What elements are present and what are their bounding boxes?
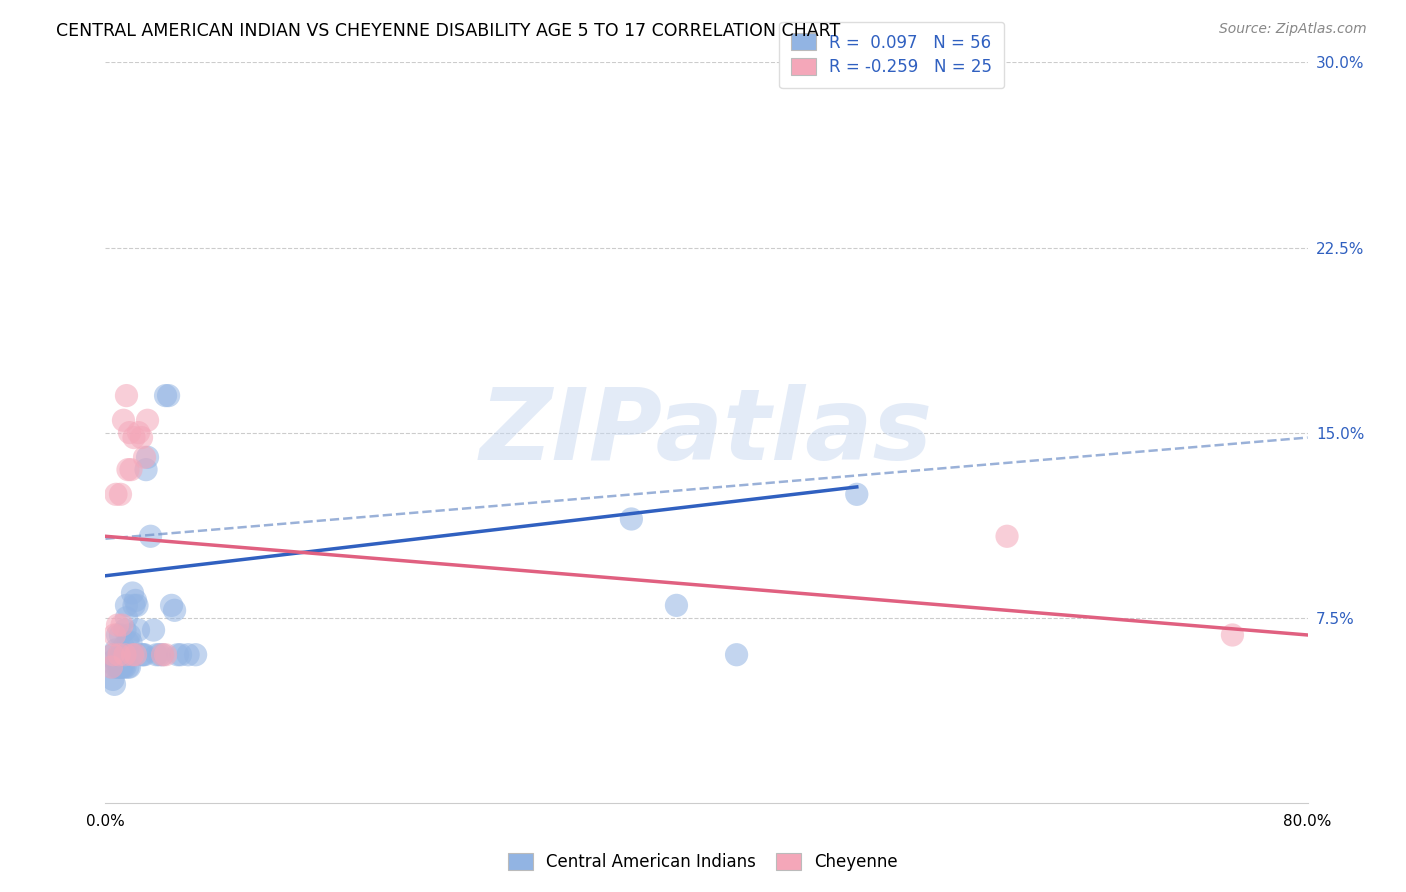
Point [115, 389, 138, 403]
Point [104, 487, 127, 501]
Point [115, 611, 138, 625]
Point [125, 599, 148, 613]
Point [166, 648, 188, 662]
Point [112, 413, 135, 427]
Point [104, 642, 127, 657]
Point [114, 660, 136, 674]
Point [103, 628, 125, 642]
Point [108, 648, 131, 662]
Point [131, 431, 153, 445]
Point [118, 425, 141, 440]
Point [117, 463, 139, 477]
Point [118, 660, 141, 674]
Point [995, 529, 1018, 543]
Point [157, 389, 180, 403]
Legend: Central American Indians, Cheyenne: Central American Indians, Cheyenne [499, 845, 907, 880]
Point [120, 635, 142, 649]
Point [108, 660, 131, 674]
Point [136, 450, 159, 465]
Point [725, 648, 748, 662]
Point [128, 425, 150, 440]
Point [620, 512, 643, 526]
Point [177, 648, 200, 662]
Point [114, 648, 136, 662]
Point [121, 586, 143, 600]
Point [110, 628, 132, 642]
Point [128, 623, 150, 637]
Point [104, 660, 127, 674]
Point [101, 648, 124, 662]
Point [184, 648, 207, 662]
Point [163, 603, 186, 617]
Point [132, 648, 155, 662]
Point [110, 660, 132, 674]
Point [117, 635, 139, 649]
Point [110, 487, 132, 501]
Point [169, 648, 191, 662]
Point [117, 660, 139, 674]
Point [107, 628, 129, 642]
Point [112, 660, 135, 674]
Point [118, 628, 141, 642]
Point [142, 623, 165, 637]
Point [121, 648, 143, 662]
Point [121, 648, 143, 662]
Point [114, 623, 136, 637]
Point [136, 413, 159, 427]
Point [135, 463, 157, 477]
Point [155, 648, 177, 662]
Point [101, 648, 124, 662]
Point [111, 648, 134, 662]
Point [108, 648, 131, 662]
Point [101, 673, 124, 687]
Point [148, 648, 170, 662]
Point [103, 653, 125, 667]
Point [134, 450, 156, 465]
Point [112, 640, 135, 655]
Point [155, 389, 177, 403]
Point [665, 599, 688, 613]
Point [845, 487, 868, 501]
Point [111, 660, 134, 674]
Point [114, 648, 136, 662]
Point [124, 593, 146, 607]
Point [115, 599, 138, 613]
Text: CENTRAL AMERICAN INDIAN VS CHEYENNE DISABILITY AGE 5 TO 17 CORRELATION CHART: CENTRAL AMERICAN INDIAN VS CHEYENNE DISA… [56, 22, 841, 40]
Point [122, 431, 145, 445]
Point [107, 618, 129, 632]
Point [131, 648, 153, 662]
Point [120, 463, 142, 477]
Point [152, 648, 174, 662]
Point [145, 648, 167, 662]
Point [100, 660, 122, 674]
Legend: R =  0.097   N = 56, R = -0.259   N = 25: R = 0.097 N = 56, R = -0.259 N = 25 [779, 21, 1004, 88]
Text: ZIPatlas: ZIPatlas [479, 384, 934, 481]
Text: Source: ZipAtlas.com: Source: ZipAtlas.com [1219, 22, 1367, 37]
Point [100, 660, 122, 674]
Point [103, 677, 125, 691]
Point [122, 599, 145, 613]
Point [124, 648, 146, 662]
Point [111, 618, 134, 632]
Point [1222, 628, 1244, 642]
Point [152, 648, 174, 662]
Point [110, 648, 132, 662]
Point [160, 599, 183, 613]
Point [134, 648, 156, 662]
Point [139, 529, 162, 543]
Point [107, 660, 129, 674]
